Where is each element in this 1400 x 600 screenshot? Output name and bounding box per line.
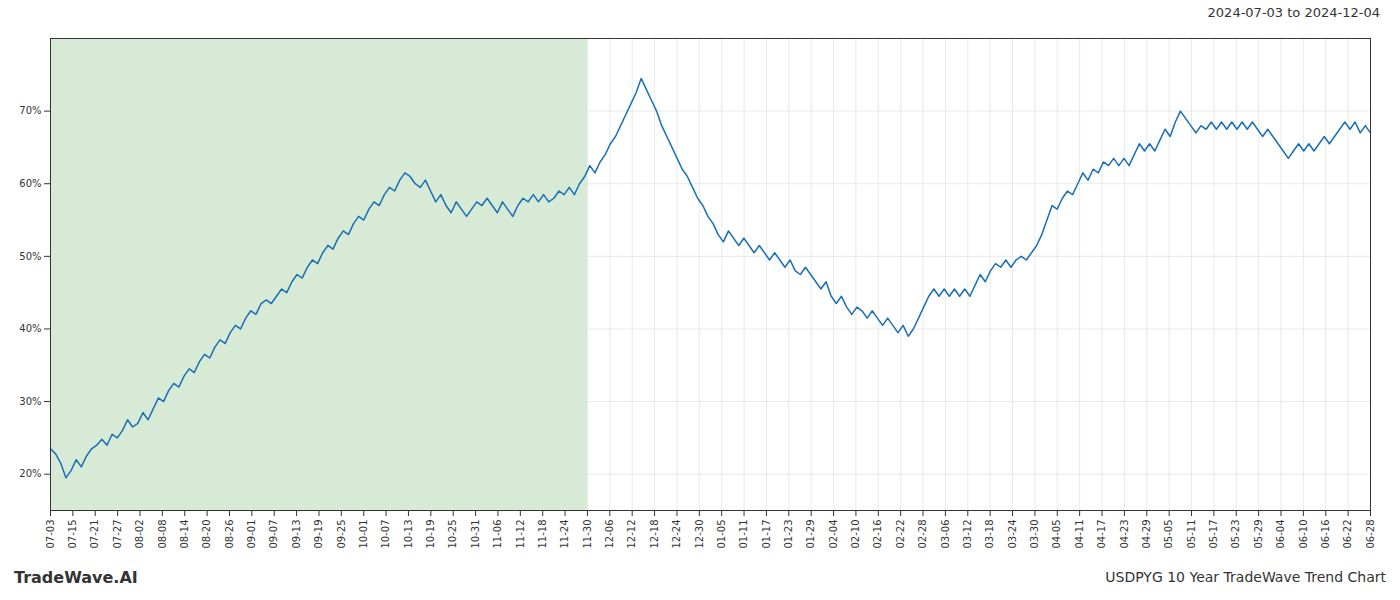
svg-text:08-02: 08-02	[134, 520, 145, 549]
svg-text:05-05: 05-05	[1163, 520, 1174, 549]
svg-text:08-14: 08-14	[179, 520, 190, 549]
svg-text:03-06: 03-06	[940, 520, 951, 549]
svg-text:04-17: 04-17	[1096, 520, 1107, 549]
svg-text:02-28: 02-28	[917, 520, 928, 549]
svg-text:04-05: 04-05	[1051, 520, 1062, 549]
svg-text:03-24: 03-24	[1007, 520, 1018, 549]
svg-text:06-04: 06-04	[1275, 520, 1286, 549]
svg-text:04-29: 04-29	[1141, 520, 1152, 549]
svg-text:09-19: 09-19	[313, 520, 324, 549]
svg-text:06-10: 06-10	[1298, 520, 1309, 549]
svg-text:12-30: 12-30	[694, 520, 705, 549]
svg-text:11-24: 11-24	[559, 520, 570, 549]
svg-text:08-08: 08-08	[157, 520, 168, 549]
svg-text:40%: 40%	[19, 323, 41, 334]
svg-text:06-22: 06-22	[1342, 520, 1353, 549]
svg-text:09-01: 09-01	[246, 520, 257, 549]
svg-text:09-25: 09-25	[336, 520, 347, 549]
svg-text:01-17: 01-17	[761, 520, 772, 549]
svg-text:11-12: 11-12	[515, 520, 526, 549]
svg-text:70%: 70%	[19, 105, 41, 116]
svg-text:10-01: 10-01	[358, 520, 369, 549]
html-text:USDPYG 10 Year TradeWave Trend: USDPYG 10 Year TradeWave Trend Chart	[1105, 569, 1386, 585]
svg-text:01-29: 01-29	[805, 520, 816, 549]
svg-text:12-18: 12-18	[649, 520, 660, 549]
svg-text:07-03: 07-03	[45, 520, 56, 549]
svg-text:03-30: 03-30	[1029, 520, 1040, 549]
svg-text:02-04: 02-04	[828, 520, 839, 549]
svg-text:07-15: 07-15	[67, 520, 78, 549]
svg-text:01-11: 01-11	[738, 520, 749, 549]
svg-text:03-12: 03-12	[962, 520, 973, 549]
svg-text:06-28: 06-28	[1365, 520, 1376, 549]
svg-text:11-06: 11-06	[492, 520, 503, 549]
svg-text:08-20: 08-20	[201, 520, 212, 549]
svg-text:02-22: 02-22	[895, 520, 906, 549]
svg-text:10-13: 10-13	[403, 520, 414, 549]
svg-text:60%: 60%	[19, 178, 41, 189]
html-text:2024-07-03 to 2024-12-04: 2024-07-03 to 2024-12-04	[1207, 5, 1380, 20]
svg-text:01-23: 01-23	[783, 520, 794, 549]
svg-text:10-25: 10-25	[447, 520, 458, 549]
svg-text:12-12: 12-12	[626, 520, 637, 549]
svg-text:06-16: 06-16	[1320, 520, 1331, 549]
svg-text:50%: 50%	[19, 251, 41, 262]
svg-text:03-18: 03-18	[984, 520, 995, 549]
svg-text:02-16: 02-16	[872, 520, 883, 549]
svg-text:09-13: 09-13	[291, 520, 302, 549]
svg-text:08-26: 08-26	[224, 520, 235, 549]
html-text:TradeWave.AI: TradeWave.AI	[14, 567, 138, 587]
svg-text:20%: 20%	[19, 468, 41, 479]
svg-text:30%: 30%	[19, 396, 41, 407]
svg-text:05-11: 05-11	[1186, 520, 1197, 549]
svg-text:01-05: 01-05	[716, 520, 727, 549]
svg-text:12-24: 12-24	[671, 520, 682, 549]
svg-text:07-27: 07-27	[112, 520, 123, 549]
svg-text:07-21: 07-21	[89, 520, 100, 549]
svg-text:10-31: 10-31	[470, 520, 481, 549]
svg-text:10-07: 10-07	[380, 520, 391, 549]
svg-text:12-06: 12-06	[604, 520, 615, 549]
svg-text:05-29: 05-29	[1253, 520, 1264, 549]
svg-text:09-07: 09-07	[268, 520, 279, 549]
svg-text:11-18: 11-18	[537, 520, 548, 549]
svg-text:11-30: 11-30	[582, 520, 593, 549]
svg-text:02-10: 02-10	[850, 520, 861, 549]
svg-text:04-11: 04-11	[1074, 520, 1085, 549]
svg-text:05-23: 05-23	[1230, 520, 1241, 549]
svg-text:10-19: 10-19	[425, 520, 436, 549]
svg-text:05-17: 05-17	[1208, 520, 1219, 549]
svg-text:04-23: 04-23	[1119, 520, 1130, 549]
